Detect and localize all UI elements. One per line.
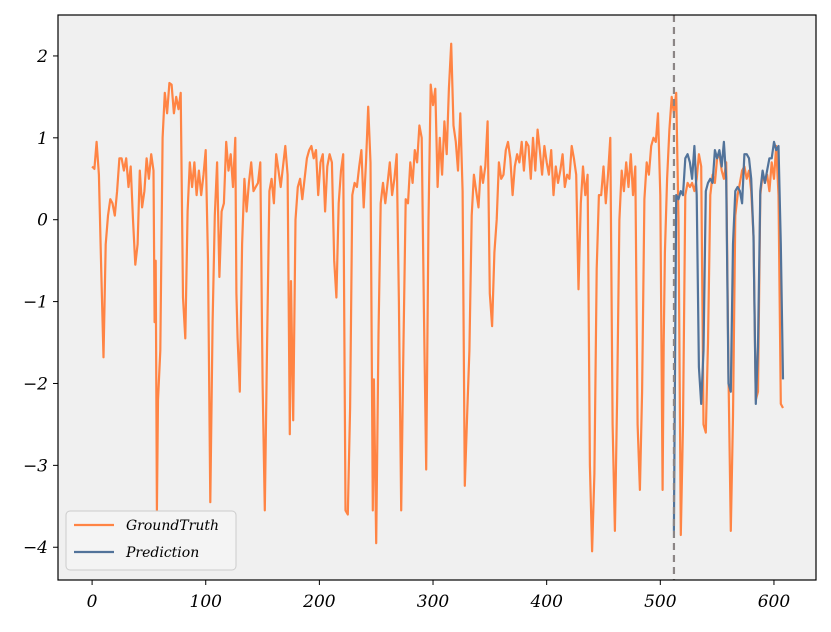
plot-background [58,15,816,580]
x-tick-label: 300 [417,592,450,612]
series-line-groundtruth [91,42,784,553]
x-tick-label: 0 [87,592,98,612]
legend-label-groundtruth: GroundTruth [126,518,219,534]
y-tick-label: −1 [23,293,48,313]
legend: GroundTruth Prediction [65,510,237,571]
legend-label-prediction: Prediction [125,545,199,561]
series-layer [91,42,785,553]
x-tick-label: 600 [758,592,791,612]
x-tick-label: 200 [302,592,336,612]
y-tick-label: 2 [36,47,48,67]
y-tick-label: −4 [23,538,48,558]
plot-frame [57,14,817,581]
series-line-prediction [672,140,785,531]
y-tick-label: 1 [37,129,48,149]
x-tick-label: 100 [190,592,223,612]
y-tick-label: −3 [23,456,48,476]
y-axis: −4 −3 −2 −1 0 1 2 [23,47,58,558]
x-axis: 0 100 200 300 400 500 600 [87,580,791,612]
x-tick-label: 500 [644,592,677,612]
x-tick-label: 400 [529,592,563,612]
y-tick-label: 0 [37,211,48,231]
y-tick-label: −2 [23,374,48,394]
